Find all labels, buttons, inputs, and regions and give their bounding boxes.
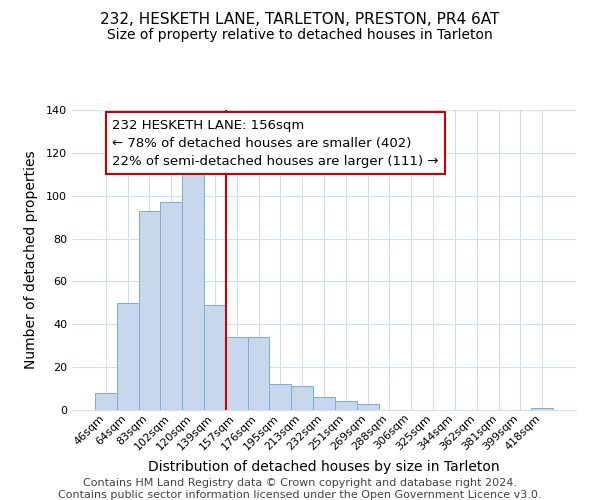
Text: 232, HESKETH LANE, TARLETON, PRESTON, PR4 6AT: 232, HESKETH LANE, TARLETON, PRESTON, PR… — [100, 12, 500, 28]
Bar — [204, 305, 226, 410]
Bar — [248, 337, 269, 410]
Bar — [357, 404, 379, 410]
Bar — [226, 337, 248, 410]
Text: Size of property relative to detached houses in Tarleton: Size of property relative to detached ho… — [107, 28, 493, 42]
Y-axis label: Number of detached properties: Number of detached properties — [23, 150, 38, 370]
Bar — [95, 393, 117, 410]
Bar — [291, 386, 313, 410]
Bar — [182, 168, 204, 410]
Bar — [313, 397, 335, 410]
Bar — [335, 402, 357, 410]
Bar — [269, 384, 291, 410]
Text: 232 HESKETH LANE: 156sqm
← 78% of detached houses are smaller (402)
22% of semi-: 232 HESKETH LANE: 156sqm ← 78% of detach… — [112, 118, 439, 168]
Bar — [160, 202, 182, 410]
Bar — [117, 303, 139, 410]
X-axis label: Distribution of detached houses by size in Tarleton: Distribution of detached houses by size … — [148, 460, 500, 474]
Bar — [531, 408, 553, 410]
Text: Contains HM Land Registry data © Crown copyright and database right 2024.: Contains HM Land Registry data © Crown c… — [83, 478, 517, 488]
Bar — [139, 210, 160, 410]
Text: Contains public sector information licensed under the Open Government Licence v3: Contains public sector information licen… — [58, 490, 542, 500]
